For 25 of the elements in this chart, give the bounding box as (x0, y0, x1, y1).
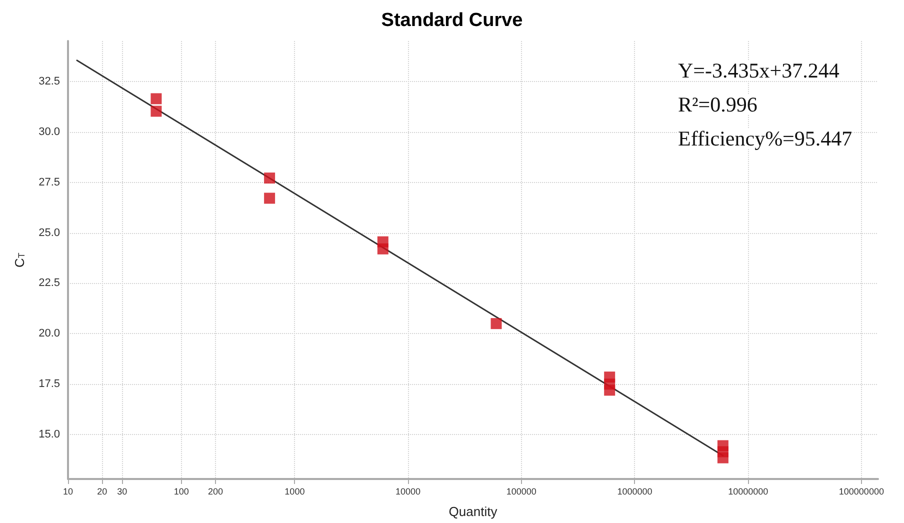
x-tick-label: 30 (117, 486, 128, 496)
x-axis-title: Quantity (448, 504, 498, 519)
annotation: Efficiency%=95.447 (678, 126, 852, 150)
x-tick-label: 200 (208, 486, 223, 496)
x-tick-label: 100 (174, 486, 189, 496)
x-tick-label: 1000 (284, 486, 305, 496)
y-tick-label: 32.5 (38, 75, 60, 88)
x-tick-label: 1000000 (617, 486, 652, 496)
y-tick-label: 22.5 (38, 277, 60, 290)
x-tick-label: 10000000 (728, 486, 768, 496)
annotation: R²=0.996 (678, 92, 758, 116)
chart-title: Standard Curve (381, 10, 523, 31)
x-tick-label: 10 (62, 486, 74, 496)
y-tick-label: 20.0 (38, 328, 60, 340)
y-axis-title: CT (12, 252, 27, 268)
x-tick-label: 100000 (506, 486, 536, 496)
y-tick-label: 25.0 (38, 226, 60, 239)
x-tick-label: 10000 (396, 486, 421, 496)
annotation: Y=-3.435x+37.244 (678, 58, 840, 82)
y-tick-label: 15.0 (38, 428, 60, 441)
y-tick-label: 27.5 (38, 176, 60, 188)
x-tick-label: 20 (97, 486, 108, 496)
y-tick-label: 30.0 (38, 126, 60, 138)
x-tick-label: 100000000 (838, 486, 884, 496)
y-tick-label: 17.5 (38, 378, 60, 390)
